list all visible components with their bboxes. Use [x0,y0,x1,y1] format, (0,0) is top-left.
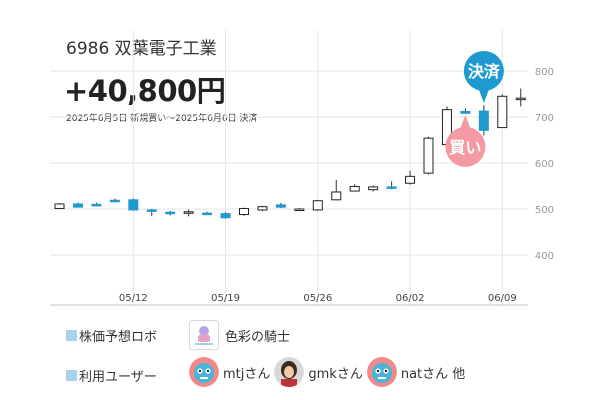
candle-body [294,208,305,211]
candle-body [109,199,120,203]
robot-row-label: 株価予想ロボ [66,326,157,345]
bullet-square [66,330,77,341]
candle-body [312,200,323,211]
settle-marker [463,51,504,92]
candle-body [54,203,65,210]
y-tick-label: 700 [535,113,554,124]
stock-title: 6986 双葉電子工業 [66,39,217,59]
bullet-square [66,370,77,381]
candlestick-chart: 800 700 600 500 400 05/12 05/19 05/26 06/02 06/09… [50,30,554,306]
candle-body [423,137,434,174]
x-tick-label: 05/12 [119,293,148,304]
candle-body [460,110,471,114]
user-name[interactable]: mtjさん [223,366,271,382]
candle-body [275,204,286,208]
marker-pointer [459,114,472,131]
candle-body [515,97,526,101]
candle-body [405,175,416,184]
candle-body [91,203,102,207]
candle-body [202,212,213,216]
x-tick-label: 05/26 [303,293,332,304]
candle-body [386,186,397,189]
candle-body [478,110,489,131]
x-tick-label: 06/09 [488,293,517,304]
candle-body [165,211,176,215]
y-tick-label: 400 [535,251,554,262]
candle-body [368,186,379,191]
users-row-label: 利用ユーザー [66,366,157,385]
y-tick-label: 800 [535,67,554,78]
users-label: 利用ユーザー [79,370,157,385]
nat-avatar[interactable] [366,357,397,387]
x-tick-label: 06/02 [396,293,425,304]
candle-body [239,208,249,216]
x-tick-label: 05/19 [211,293,240,304]
settle-marker-label: 決済 [468,62,501,81]
candle-body [146,209,157,212]
buy-marker [445,126,486,167]
candle-body [183,211,194,214]
candle-body [349,185,360,192]
marker-pointer [477,87,490,104]
robot-name: 色彩の騎士 [225,329,291,345]
user-name[interactable]: natさん 他 [400,366,466,382]
gmk-avatar[interactable] [274,357,305,387]
user-list: mtjさん gmkさん natさん 他 [189,357,469,387]
candle-body [72,203,83,208]
profit-amount: +40,800円 [64,74,226,108]
user-name[interactable]: gmkさん [308,366,363,382]
y-tick-label: 500 [535,205,554,216]
buy-marker-label: 買い [449,138,481,157]
robot-info[interactable]: 色彩の騎士 [189,320,290,350]
candle-body [128,199,139,211]
candle-body [331,191,342,201]
candle-body [257,206,268,211]
trade-period: 2025年6月5日 新規買い〜2025年6月6日 決済 [66,114,258,124]
candle-body [497,95,508,129]
y-tick-label: 600 [535,159,554,170]
robot-label: 株価予想ロボ [79,330,158,345]
candle-body [220,213,231,219]
robot-icon [189,320,219,350]
mtj-avatar[interactable] [189,357,219,387]
